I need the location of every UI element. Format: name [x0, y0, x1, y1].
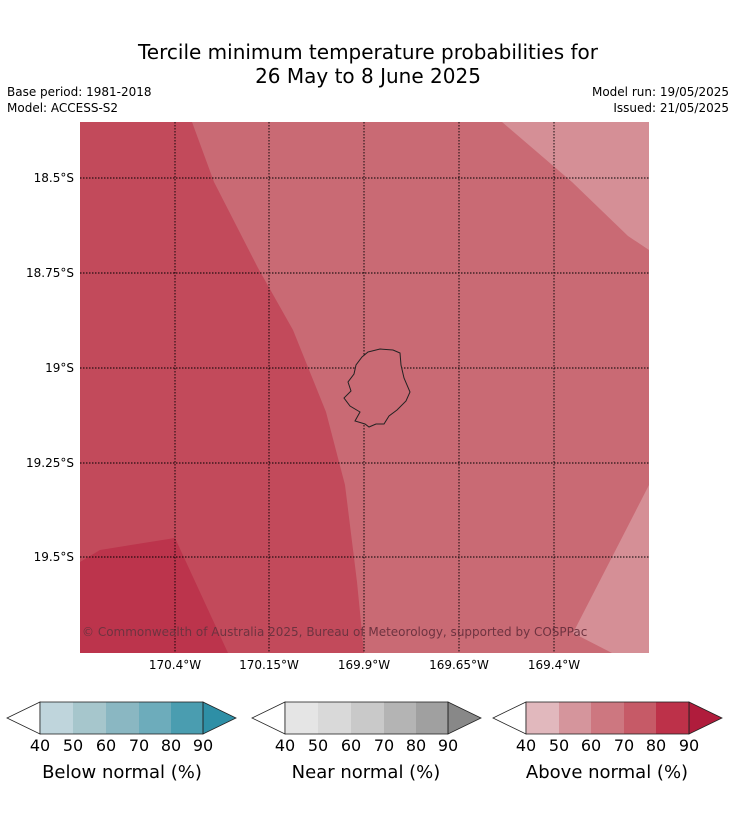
above-tick-80: 80	[645, 736, 667, 755]
model-run-text: Model run: 19/05/2025	[591, 85, 729, 99]
above-tick-40: 40	[515, 736, 537, 755]
near-swatch-60	[351, 702, 384, 734]
near-swatch-80	[416, 702, 448, 734]
near-normal-label: Near normal (%)	[291, 762, 441, 783]
near-tick-40: 40	[274, 736, 296, 755]
title-line-2: 26 May to 8 June 2025	[255, 64, 481, 88]
above-colorbar	[492, 701, 723, 735]
near-extend-high	[447, 701, 482, 735]
above-normal-label: Above normal (%)	[525, 762, 689, 783]
below-swatch-80	[171, 702, 203, 734]
lon-label-170-4: 170.4°W	[148, 658, 202, 672]
lat-label-18-75: 18.75°S	[26, 266, 74, 280]
lon-label-169-4: 169.4°W	[527, 658, 581, 672]
near-extend-low	[251, 701, 286, 735]
base-period-text: Base period: 1981-2018	[7, 85, 152, 99]
below-colorbar-frame	[39, 701, 204, 735]
map-panel	[80, 122, 649, 653]
above-swatch-70	[624, 702, 656, 734]
below-tick-70: 70	[128, 736, 150, 755]
title-line-1: Tercile minimum temperature probabilitie…	[137, 40, 599, 64]
issued-text: Issued: 21/05/2025	[613, 101, 729, 115]
near-tick-80: 80	[405, 736, 427, 755]
lat-label-19: 19°S	[45, 361, 74, 375]
above-swatch-80	[656, 702, 689, 734]
region-above-50-60-se	[573, 485, 649, 653]
above-swatch-40	[526, 702, 559, 734]
below-swatch-40	[40, 702, 73, 734]
above-extend-low	[492, 701, 527, 735]
region-above-80-90-sw	[80, 538, 228, 653]
colorbars	[6, 701, 723, 735]
above-tick-50: 50	[548, 736, 570, 755]
lon-label-169-9: 169.9°W	[337, 658, 391, 672]
above-swatch-60	[591, 702, 624, 734]
below-colorbar	[6, 701, 237, 735]
meta-right: Model run: 19/05/2025 Issued: 21/05/2025	[592, 84, 729, 116]
lon-label-169-65: 169.65°W	[429, 658, 489, 672]
lat-label-18-5: 18.5°S	[33, 171, 74, 185]
near-tick-90: 90	[437, 736, 459, 755]
below-tick-90: 90	[192, 736, 214, 755]
below-extend-low	[6, 701, 41, 735]
near-swatch-50	[318, 702, 351, 734]
below-normal-label: Below normal (%)	[42, 762, 202, 783]
below-tick-80: 80	[160, 736, 182, 755]
below-swatch-60	[106, 702, 139, 734]
meta-left: Base period: 1981-2018 Model: ACCESS-S2	[7, 84, 152, 116]
below-tick-60: 60	[95, 736, 117, 755]
copyright-credit: © Commonwealth of Australia 2025, Bureau…	[82, 625, 588, 639]
above-tick-90: 90	[678, 736, 700, 755]
above-colorbar-frame	[525, 701, 690, 735]
lon-label-170-15: 170.15°W	[239, 658, 299, 672]
lat-label-19-25: 19.25°S	[26, 456, 74, 470]
niue-island-outline	[343, 348, 411, 428]
near-swatch-70	[384, 702, 416, 734]
near-colorbar	[251, 701, 482, 735]
near-tick-60: 60	[340, 736, 362, 755]
region-above-50-60-ne	[502, 122, 649, 250]
below-extend-high	[202, 701, 237, 735]
above-extend-high	[688, 701, 723, 735]
below-tick-40: 40	[29, 736, 51, 755]
region-above-70-80	[80, 122, 364, 653]
above-tick-70: 70	[613, 736, 635, 755]
near-colorbar-frame	[284, 701, 449, 735]
below-swatch-50	[73, 702, 106, 734]
model-text: Model: ACCESS-S2	[7, 101, 119, 115]
lat-label-19-5: 19.5°S	[33, 550, 74, 564]
below-tick-50: 50	[62, 736, 84, 755]
below-swatch-70	[139, 702, 171, 734]
near-tick-50: 50	[307, 736, 329, 755]
near-swatch-40	[285, 702, 318, 734]
above-tick-60: 60	[580, 736, 602, 755]
above-swatch-50	[559, 702, 591, 734]
near-tick-70: 70	[373, 736, 395, 755]
